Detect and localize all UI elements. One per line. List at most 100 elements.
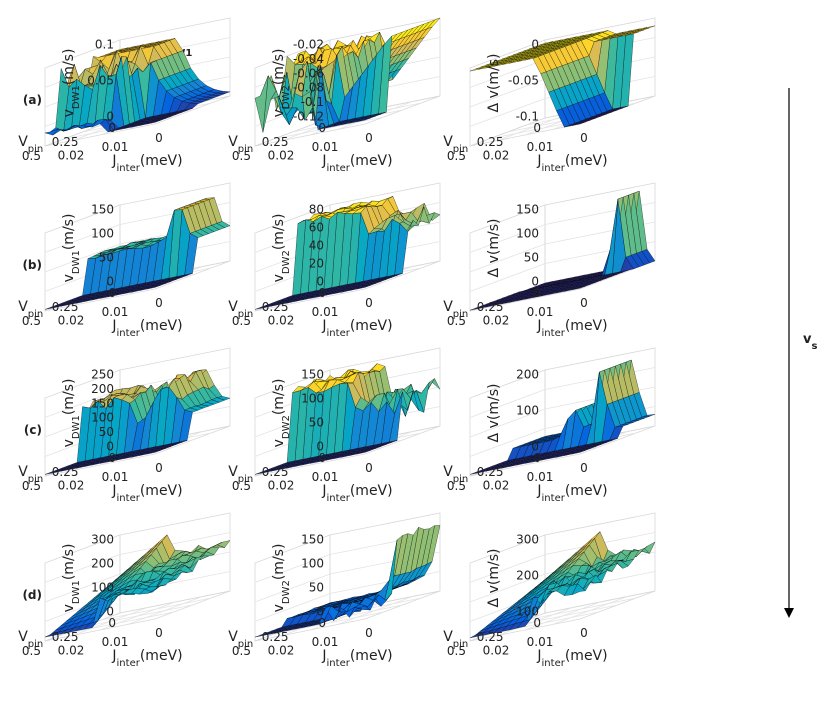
jinter-axis-label: Jinter(meV) bbox=[111, 483, 182, 504]
surface-patch bbox=[254, 305, 269, 310]
jinter-axis-label: Jinter(meV) bbox=[321, 483, 392, 504]
z-tick-label: 0 bbox=[106, 109, 114, 123]
vpin-axis-label: Vpin bbox=[18, 299, 43, 320]
row-label-a: (a) bbox=[23, 93, 42, 107]
surface-patch bbox=[44, 128, 59, 136]
jinter-tick-label: 0 bbox=[365, 131, 373, 145]
jinter-tick-label: 0.01 bbox=[527, 470, 554, 484]
vpin-tick-label: 0 bbox=[533, 451, 541, 465]
z-tick-label: 100 bbox=[91, 581, 114, 595]
vpin-axis-label: Vpin bbox=[443, 464, 468, 485]
vpin-tick-label: 0.25 bbox=[52, 300, 79, 314]
surface-mesh bbox=[44, 197, 231, 310]
vpin-axis-label: Vpin bbox=[228, 629, 253, 650]
jinter-tick-label: 0 bbox=[580, 296, 588, 310]
jinter-tick-label: 0 bbox=[155, 131, 163, 145]
z-tick-label: 200 bbox=[516, 368, 539, 382]
jinter-tick-label: 0.02 bbox=[58, 149, 85, 163]
z-axis-label: vDW2(m/s) bbox=[271, 49, 292, 118]
vpin-axis-label: Vpin bbox=[443, 299, 468, 320]
surface-patch bbox=[254, 75, 269, 133]
jinter-axis-label: Jinter(meV) bbox=[111, 648, 182, 669]
z-tick-label: 0 bbox=[106, 604, 114, 618]
z-axis-label: vDW1(m/s) bbox=[61, 544, 82, 613]
jinter-tick-label: 0.02 bbox=[483, 644, 510, 658]
vpin-tick-label: 0.25 bbox=[477, 300, 504, 314]
jinter-tick-label: 0 bbox=[155, 461, 163, 475]
vpin-axis-label: Vpin bbox=[18, 134, 43, 155]
vpin-tick-label: 0 bbox=[533, 286, 541, 300]
z-tick-label: 60 bbox=[309, 221, 324, 235]
vpin-tick-label: 0.5 bbox=[232, 314, 251, 328]
vpin-tick-label: 0.5 bbox=[447, 149, 466, 163]
jinter-tick-label: 0.02 bbox=[58, 644, 85, 658]
vpin-axis-label: Vpin bbox=[443, 134, 468, 155]
z-tick-label: 150 bbox=[91, 396, 114, 410]
z-tick-label: 200 bbox=[91, 382, 114, 396]
z-tick-label: -0.06 bbox=[293, 66, 324, 80]
vpin-tick-label: 0.5 bbox=[22, 644, 41, 658]
z-tick-label: 300 bbox=[516, 533, 539, 547]
vpin-tick-label: 0.25 bbox=[477, 465, 504, 479]
surface-mesh bbox=[254, 363, 441, 475]
jinter-tick-label: 0.02 bbox=[268, 644, 295, 658]
jinter-tick-label: 0 bbox=[155, 626, 163, 640]
jinter-axis-label: Jinter(meV) bbox=[321, 648, 392, 669]
z-tick-label: 300 bbox=[91, 533, 114, 547]
surface-mesh bbox=[254, 525, 441, 638]
surface-mesh bbox=[469, 190, 656, 311]
jinter-tick-label: 0.02 bbox=[483, 149, 510, 163]
surface-patch bbox=[469, 306, 484, 311]
jinter-tick-label: 0.01 bbox=[102, 635, 129, 649]
vs-label: vs bbox=[803, 332, 817, 352]
z-tick-label: -0.04 bbox=[293, 52, 324, 66]
z-axis-label: Δ v(m/s) bbox=[486, 54, 502, 113]
vpin-tick-label: 0 bbox=[108, 286, 116, 300]
jinter-tick-label: 0 bbox=[365, 296, 373, 310]
surface-mesh bbox=[254, 17, 441, 133]
jinter-axis-label: Jinter(meV) bbox=[536, 318, 607, 339]
z-tick-label: 150 bbox=[301, 368, 324, 382]
jinter-tick-label: 0.02 bbox=[483, 314, 510, 328]
jinter-tick-label: 0 bbox=[580, 461, 588, 475]
z-tick-label: 150 bbox=[301, 533, 324, 547]
jinter-tick-label: 0 bbox=[580, 626, 588, 640]
z-tick-label: 50 bbox=[99, 425, 114, 439]
z-tick-label: 0 bbox=[531, 274, 539, 288]
surface-mesh bbox=[469, 531, 656, 639]
z-tick-label: -0.12 bbox=[293, 109, 324, 123]
z-axis-label: vDW2(m/s) bbox=[271, 544, 292, 613]
jinter-tick-label: 0.02 bbox=[483, 479, 510, 493]
surface-patch bbox=[44, 632, 59, 638]
vpin-tick-label: 0.5 bbox=[447, 479, 466, 493]
z-tick-label: 0.05 bbox=[87, 74, 114, 88]
jinter-tick-label: 0.01 bbox=[312, 470, 339, 484]
z-tick-label: 100 bbox=[91, 411, 114, 425]
z-tick-label: 40 bbox=[309, 239, 324, 253]
surface-patch bbox=[254, 633, 269, 638]
jinter-axis-label: Jinter(meV) bbox=[111, 318, 182, 339]
row-label-d: (d) bbox=[22, 588, 42, 602]
jinter-axis-label: Jinter(meV) bbox=[536, 153, 607, 174]
jinter-tick-label: 0.01 bbox=[312, 635, 339, 649]
z-tick-label: 0 bbox=[531, 439, 539, 453]
z-tick-label: 0 bbox=[316, 274, 324, 288]
vpin-tick-label: 0.25 bbox=[262, 465, 289, 479]
vpin-tick-label: 0.5 bbox=[232, 479, 251, 493]
jinter-tick-label: 0.01 bbox=[102, 470, 129, 484]
z-tick-label: 200 bbox=[91, 557, 114, 571]
z-axis-label: vDW2(m/s) bbox=[271, 379, 292, 448]
vpin-tick-label: 0.25 bbox=[262, 630, 289, 644]
surface-patch bbox=[44, 470, 59, 475]
jinter-tick-label: 0 bbox=[365, 626, 373, 640]
jinter-tick-label: 0.02 bbox=[58, 314, 85, 328]
jinter-axis-label: Jinter(meV) bbox=[321, 318, 392, 339]
jinter-tick-label: 0.01 bbox=[527, 140, 554, 154]
